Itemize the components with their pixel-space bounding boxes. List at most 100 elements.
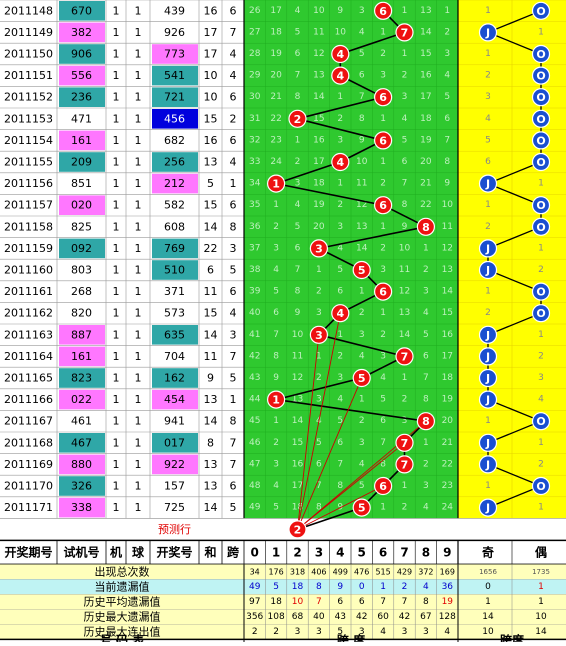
- sum-cell: 14: [204, 501, 218, 514]
- open-highlight: [152, 44, 198, 64]
- ball-cell: 1: [135, 436, 142, 449]
- missing-value: 40: [249, 308, 261, 318]
- span-cell: 6: [230, 134, 237, 147]
- trial-number-cell: 670: [71, 4, 92, 17]
- missing-value: 2: [316, 287, 322, 297]
- missing-value: 4: [273, 265, 279, 275]
- even-missing: 1: [538, 330, 544, 340]
- missing-value: 10: [399, 243, 411, 253]
- missing-value: 2: [402, 503, 408, 513]
- odd-even-trend-line: [487, 10, 542, 34]
- open-number-cell: 721: [164, 91, 185, 104]
- issue-cell: 2011169: [4, 458, 53, 471]
- span-trend-line: [297, 96, 384, 120]
- issue-cell: 2011162: [4, 307, 53, 320]
- stat-odd: 1656: [479, 568, 497, 576]
- ball-cell: 1: [135, 415, 142, 428]
- stat-value: 406: [311, 567, 326, 576]
- trial-number-cell: 338: [71, 501, 92, 514]
- issue-cell: 2011168: [4, 436, 53, 449]
- missing-value: 5: [295, 27, 301, 37]
- missing-value: 20: [270, 71, 282, 81]
- stat-value: 1: [380, 582, 386, 592]
- stat-label-bg: [0, 624, 244, 640]
- missing-value: 21: [270, 92, 281, 102]
- missing-value: 4: [337, 243, 343, 253]
- header-bg: [0, 540, 566, 565]
- stat-value: 515: [375, 567, 390, 576]
- odd-ball: [478, 455, 498, 474]
- footer-span: 跨 度: [337, 633, 366, 642]
- machine-cell: 1: [113, 199, 120, 212]
- missing-value: 9: [359, 135, 365, 145]
- stat-label: 历史最大遗漏值: [84, 609, 161, 623]
- stat-even: 14: [535, 627, 547, 637]
- odd-ball: [478, 368, 498, 388]
- missing-value: 4: [359, 351, 365, 361]
- even-ball: [531, 44, 551, 64]
- trial-number-cell: 906: [71, 48, 92, 61]
- missing-value: 12: [313, 49, 324, 59]
- trial-number-cell: 823: [71, 372, 92, 385]
- missing-value: 1: [402, 481, 408, 491]
- missing-value: 4: [402, 114, 408, 124]
- stat-value: 97: [249, 597, 260, 607]
- even-ball: [531, 476, 551, 496]
- open-number-cell: 941: [164, 415, 185, 428]
- missing-value: 2: [359, 308, 365, 318]
- machine-cell: 1: [113, 177, 120, 190]
- open-number-cell: 769: [164, 242, 185, 255]
- missing-value: 14: [292, 416, 304, 426]
- odd-even-ball-label: O: [536, 134, 545, 147]
- missing-value: 10: [313, 6, 325, 16]
- stat-value: 49: [249, 582, 261, 592]
- span-cell: 5: [230, 264, 237, 277]
- trial-highlight: [59, 497, 105, 518]
- missing-value: 8: [359, 114, 365, 124]
- missing-value: 2: [444, 27, 450, 37]
- odd-missing: 1: [485, 481, 491, 491]
- open-highlight: [152, 260, 198, 280]
- missing-value: 19: [313, 200, 325, 210]
- odd-even-ball-label: J: [485, 26, 490, 39]
- even-missing: 1: [538, 27, 544, 37]
- missing-value: 13: [313, 71, 324, 81]
- span-cell: 8: [230, 220, 237, 233]
- prediction-grid-bg: [244, 518, 458, 541]
- even-missing: 1: [538, 503, 544, 513]
- sum-cell: 10: [204, 91, 218, 104]
- stat-value: 10: [292, 597, 304, 607]
- missing-value: 4: [295, 200, 301, 210]
- missing-value: 1: [380, 503, 386, 513]
- ball-cell: 1: [135, 242, 142, 255]
- odd-missing: 4: [485, 114, 491, 124]
- even-ball: [531, 304, 551, 323]
- missing-value: 3: [423, 481, 429, 491]
- missing-value: 13: [356, 222, 367, 232]
- stat-value: 7: [316, 597, 322, 607]
- odd-ball: [478, 347, 498, 366]
- trial-number-cell: 236: [71, 91, 92, 104]
- open-number-cell: 725: [164, 501, 185, 514]
- span-ball-label: 6: [379, 480, 387, 493]
- missing-value: 1: [380, 27, 386, 37]
- missing-value: 8: [380, 459, 386, 469]
- trial-highlight: [59, 87, 105, 107]
- missing-value: 1: [359, 395, 365, 405]
- missing-value: 42: [249, 351, 260, 361]
- missing-value: 10: [335, 27, 347, 37]
- issue-cell: 2011154: [4, 134, 53, 147]
- sum-cell: 14: [204, 220, 218, 233]
- missing-value: 4: [444, 71, 450, 81]
- missing-value: 8: [423, 395, 429, 405]
- header-digit: 2: [293, 545, 301, 559]
- missing-value: 12: [356, 200, 367, 210]
- trial-highlight: [59, 476, 105, 496]
- missing-value: 2: [295, 157, 301, 167]
- missing-value: 47: [249, 459, 260, 469]
- missing-value: 3: [273, 243, 279, 253]
- span-cell: 1: [230, 393, 237, 406]
- header-ball: 球: [132, 544, 145, 559]
- span-ball: [352, 498, 371, 517]
